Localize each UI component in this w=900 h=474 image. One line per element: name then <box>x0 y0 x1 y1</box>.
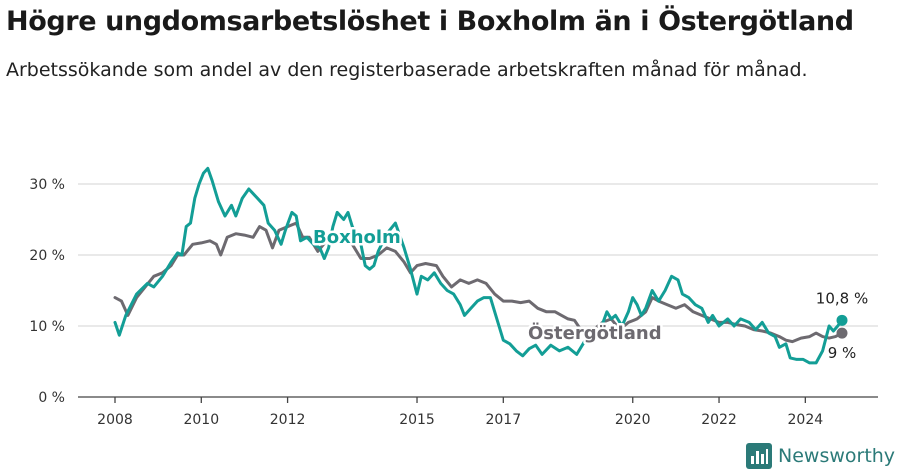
x-axis-labels: 2008 2010 2012 2015 2017 2020 2022 2024 <box>97 412 823 428</box>
y-tick-label: 20 % <box>29 248 65 264</box>
x-tick-label: 2024 <box>788 412 824 428</box>
series-label-ostergotland: Östergötland <box>528 322 662 344</box>
x-tick-label: 2020 <box>615 412 651 428</box>
x-tick-label: 2010 <box>183 412 219 428</box>
x-tick-label: 2022 <box>701 412 737 428</box>
end-label-boxholm: 10,8 % <box>816 289 868 307</box>
grid-lines <box>78 183 878 327</box>
y-tick-label: 30 % <box>29 177 65 193</box>
x-tick-label: 2015 <box>399 412 435 428</box>
x-tick-label: 2008 <box>97 412 133 428</box>
x-tick-label: 2012 <box>270 412 306 428</box>
series-lines <box>113 166 844 365</box>
end-marker-ostergotland <box>836 327 848 339</box>
x-tick-label: 2017 <box>485 412 521 428</box>
y-tick-label: 10 % <box>29 319 65 335</box>
series-label-ostergotland-halo: Östergötland <box>528 322 662 344</box>
newsworthy-bar-icon <box>746 443 772 469</box>
series-line-boxholm <box>113 166 844 365</box>
end-marker-boxholm <box>836 314 848 326</box>
end-label-ostergotland: 9 % <box>828 344 857 362</box>
series-label-boxholm: Boxholm <box>313 227 401 248</box>
end-markers <box>836 314 848 339</box>
chart-title: Högre ungdomsarbetslöshet i Boxholm än i… <box>6 6 854 37</box>
series-line-ostergotland <box>113 221 844 344</box>
x-axis <box>78 396 878 403</box>
y-tick-label: 0 % <box>38 390 65 406</box>
series-label-boxholm-halo: Boxholm <box>313 227 401 248</box>
brand-name: Newsworthy <box>778 445 896 467</box>
series-labels: BoxholmBoxholmÖstergötlandÖstergötland10… <box>311 225 869 363</box>
newsworthy-logo: Newsworthy <box>746 442 895 470</box>
chart-subtitle: Arbetssökande som andel av den registerb… <box>6 59 808 81</box>
y-axis-labels: 0 % 10 % 20 % 30 % <box>29 177 65 406</box>
